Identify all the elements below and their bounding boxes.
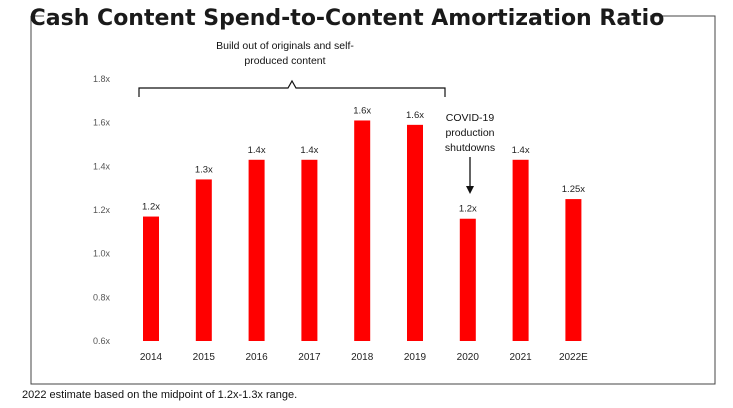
bar-2015 bbox=[195, 179, 212, 341]
data-label-2015: 1.3x bbox=[195, 164, 213, 175]
data-labels: 1.2x 1.3x 1.4x 1.4x 1.6x 1.6x 1.2x 1.4x 1.25x bbox=[142, 105, 585, 214]
y-tick-label: 1.2x bbox=[93, 205, 111, 215]
bar-2017 bbox=[301, 159, 318, 341]
bar-2019 bbox=[407, 124, 423, 341]
data-label-2018: 1.6x bbox=[353, 105, 371, 116]
y-tick-label: 1.6x bbox=[93, 118, 111, 128]
bracket-annotation: Build out of originals and self- produce… bbox=[138, 40, 446, 97]
x-tick-label-2020: 2020 bbox=[457, 352, 480, 363]
bracket-label-line2: produced content bbox=[244, 55, 325, 67]
covid-label-line3: shutdowns bbox=[445, 142, 495, 154]
y-tick-label: 1.4x bbox=[93, 161, 111, 171]
bar-2014 bbox=[143, 216, 159, 341]
covid-label-line2: production bbox=[445, 127, 494, 139]
covid-annotation: COVID-19 production shutdowns bbox=[445, 112, 495, 194]
y-tick-label: 0.6x bbox=[93, 336, 111, 346]
x-tick-label-2022E: 2022E bbox=[559, 352, 588, 363]
data-label-2021: 1.4x bbox=[512, 145, 530, 156]
footnote: 2022 estimate based on the midpoint of 1… bbox=[22, 389, 298, 401]
chart-title: Cash Content Spend-to-Content Amortizati… bbox=[30, 6, 665, 31]
y-axis: 0.6x 0.8x 1.0x 1.2x 1.4x 1.6x 1.8x bbox=[93, 74, 111, 346]
x-tick-label-2019: 2019 bbox=[404, 352, 427, 363]
x-tick-label-2018: 2018 bbox=[351, 352, 374, 363]
bracket-label-line1: Build out of originals and self- bbox=[216, 40, 354, 52]
x-tick-label-2015: 2015 bbox=[193, 352, 216, 363]
data-label-2014: 1.2x bbox=[142, 202, 160, 213]
covid-label-line1: COVID-19 bbox=[446, 112, 495, 124]
bars bbox=[143, 120, 582, 341]
y-tick-label: 0.8x bbox=[93, 292, 111, 302]
x-tick-label-2016: 2016 bbox=[245, 352, 268, 363]
bar-2020 bbox=[459, 218, 476, 341]
x-tick-label-2017: 2017 bbox=[298, 352, 321, 363]
chart-frame bbox=[30, 15, 716, 385]
x-axis: 2014 2015 2016 2017 2018 2019 2020 2021 2022E bbox=[140, 352, 588, 363]
chart: Cash Content Spend-to-Content Amortizati… bbox=[30, 6, 716, 385]
data-label-2017: 1.4x bbox=[300, 145, 318, 156]
data-label-2019: 1.6x bbox=[406, 110, 424, 121]
bracket-line bbox=[138, 79, 446, 97]
bar-2018 bbox=[354, 120, 371, 341]
bar-2021 bbox=[512, 159, 529, 341]
bar-2022E bbox=[565, 199, 582, 341]
data-label-2020: 1.2x bbox=[459, 204, 477, 215]
x-tick-label-2014: 2014 bbox=[140, 352, 163, 363]
data-label-2022E: 1.25x bbox=[562, 184, 585, 195]
x-tick-label-2021: 2021 bbox=[509, 352, 532, 363]
data-label-2016: 1.4x bbox=[248, 145, 266, 156]
bar-2016 bbox=[248, 159, 265, 341]
y-tick-label: 1.0x bbox=[93, 249, 111, 259]
y-tick-label: 1.8x bbox=[93, 74, 111, 84]
